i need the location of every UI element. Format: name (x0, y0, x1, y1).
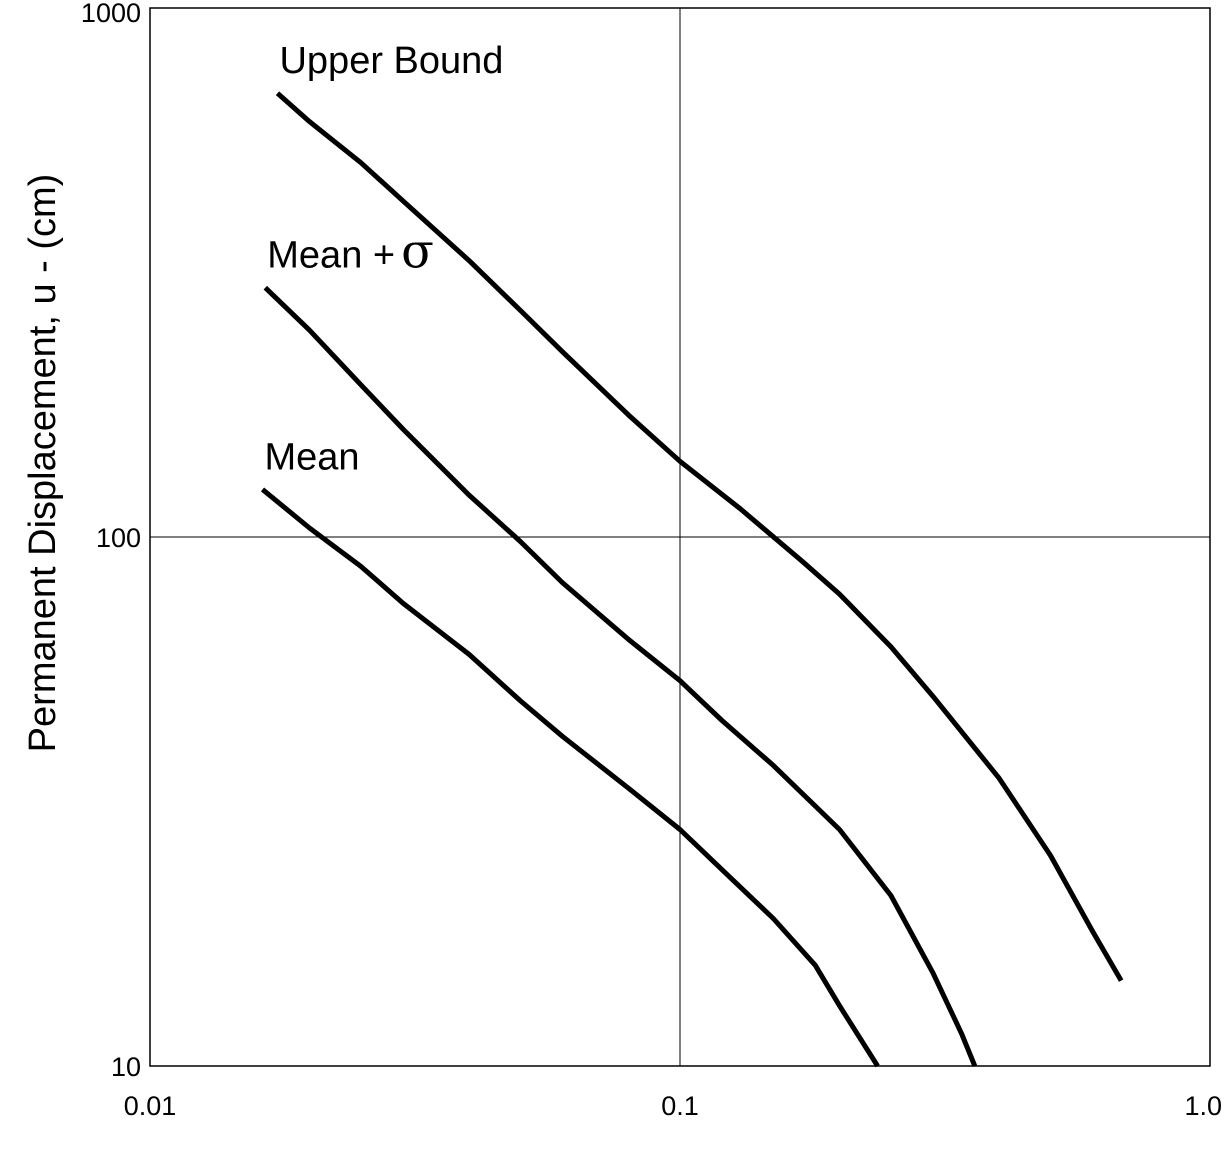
tick-labels: 0.01 0.1 1.0 10 100 1000 (81, 0, 1222, 1121)
curve-mean (260, 487, 880, 1068)
plot-frame (149, 7, 1211, 1067)
y-tick-label-1000: 1000 (81, 0, 141, 28)
curve-label-text: Mean (264, 436, 359, 478)
curve-labels: Upper Bound Mean + σ Mean (264, 40, 503, 478)
curve-label-text: Mean + (267, 235, 395, 277)
y-tick-label-100: 100 (96, 523, 141, 553)
curves (260, 91, 1124, 1068)
curve-label-text: Upper Bound (279, 40, 503, 82)
curve-upper-bound (275, 91, 1124, 982)
grid-lines (150, 8, 1210, 1066)
y-tick-label-10: 10 (111, 1052, 141, 1082)
x-tick-label-0-01: 0.01 (124, 1091, 177, 1121)
curve-label-upper-bound: Upper Bound (279, 40, 503, 82)
curve-label-mean: Mean (264, 436, 359, 478)
y-axis-title: Permanent Displacement, u - (cm) (22, 174, 64, 753)
sigma-symbol: σ (401, 224, 434, 280)
curve-label-mean: Mean + σ (267, 224, 434, 280)
x-tick-label-0-1: 0.1 (661, 1091, 699, 1121)
curve-mean (263, 285, 978, 1067)
x-tick-label-1-0: 1.0 (1184, 1091, 1222, 1121)
